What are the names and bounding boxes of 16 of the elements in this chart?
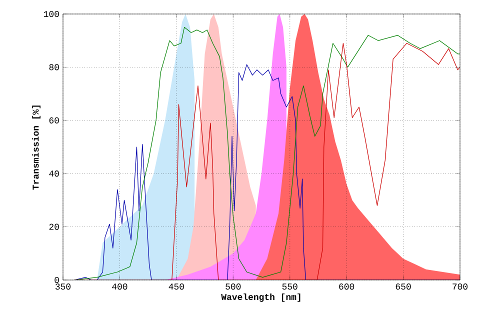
x-tick-label: 650 bbox=[396, 284, 411, 290]
y-tick-label: 0 bbox=[54, 276, 59, 284]
x-tick-label: 600 bbox=[339, 284, 354, 290]
x-tick-label: 700 bbox=[452, 284, 468, 290]
y-tick-label: 60 bbox=[49, 117, 59, 124]
x-tick-label: 400 bbox=[112, 284, 128, 290]
x-tick-label: 450 bbox=[168, 284, 184, 290]
y-tick-label: 80 bbox=[49, 64, 59, 70]
x-tick-label: 500 bbox=[226, 284, 241, 290]
x-tick-label: 350 bbox=[55, 284, 71, 290]
y-tick-label: 100 bbox=[44, 10, 59, 18]
x-axis-title: Wavelength [nm] bbox=[221, 293, 300, 302]
x-tick-label: 550 bbox=[282, 284, 298, 290]
y-axis-title: Transmission [%] bbox=[32, 106, 40, 190]
y-tick-label: 40 bbox=[49, 170, 59, 177]
y-tick-label: 20 bbox=[49, 224, 59, 230]
